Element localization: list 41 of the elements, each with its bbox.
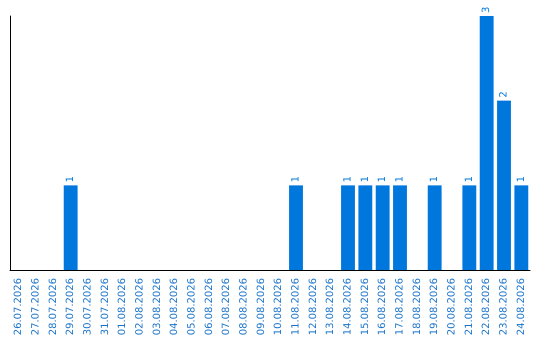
x-tick-label: 09.08.2026 [256,278,267,336]
x-tick-label: 21.08.2026 [464,278,475,336]
x-tick-label: 15.08.2026 [360,278,371,336]
x-tick-label: 08.08.2026 [238,278,250,336]
x-tick-label: 26.07.2026 [13,278,24,336]
x-tick-label: 01.08.2026 [117,278,128,336]
data-label: 1 [516,176,527,182]
data-label: 3 [481,6,492,13]
x-tick-label: 02.08.2026 [134,278,146,336]
x-tick-label: 29.07.2026 [65,278,76,336]
x-tick-label: 16.08.2026 [377,278,388,336]
x-tick-label: 14.08.2026 [342,278,354,336]
x-tick-label: 17.08.2026 [394,278,406,336]
data-label: 1 [429,176,440,182]
x-tick-label: 05.08.2026 [186,278,198,336]
data-label: 1 [290,176,302,182]
data-label: 1 [342,176,354,182]
data-label: 1 [360,176,371,182]
x-tick-label: 27.07.2026 [30,278,42,336]
x-tick-label: 23.08.2026 [498,278,510,336]
x-tick-label: 18.08.2026 [412,278,423,336]
x-tick-label: 19.08.2026 [429,278,440,336]
x-tick-label: 06.08.2026 [204,278,215,336]
x-tick-label: 20.08.2026 [446,278,458,336]
x-tick-label: 13.08.2026 [325,278,336,336]
x-tick-label: 22.08.2026 [481,278,492,336]
data-label: 1 [464,176,475,182]
x-tick-label: 11.08.2026 [290,278,302,336]
x-tick-label: 12.08.2026 [308,278,319,336]
x-tick-label: 31.07.2026 [100,278,111,336]
x-tick-label: 28.07.2026 [48,278,59,336]
data-label: 1 [394,176,406,182]
data-label: 1 [65,176,76,182]
x-tick-label: 03.08.2026 [152,278,163,336]
x-tick-label: 10.08.2026 [273,278,284,336]
x-tick-label: 07.08.2026 [221,278,232,336]
x-tick-label: 04.08.2026 [169,278,180,336]
x-tick-label: 30.07.2026 [82,278,94,336]
x-tick-label: 24.08.2026 [516,278,527,336]
data-label: 2 [498,91,510,98]
data-label: 1 [377,176,388,182]
